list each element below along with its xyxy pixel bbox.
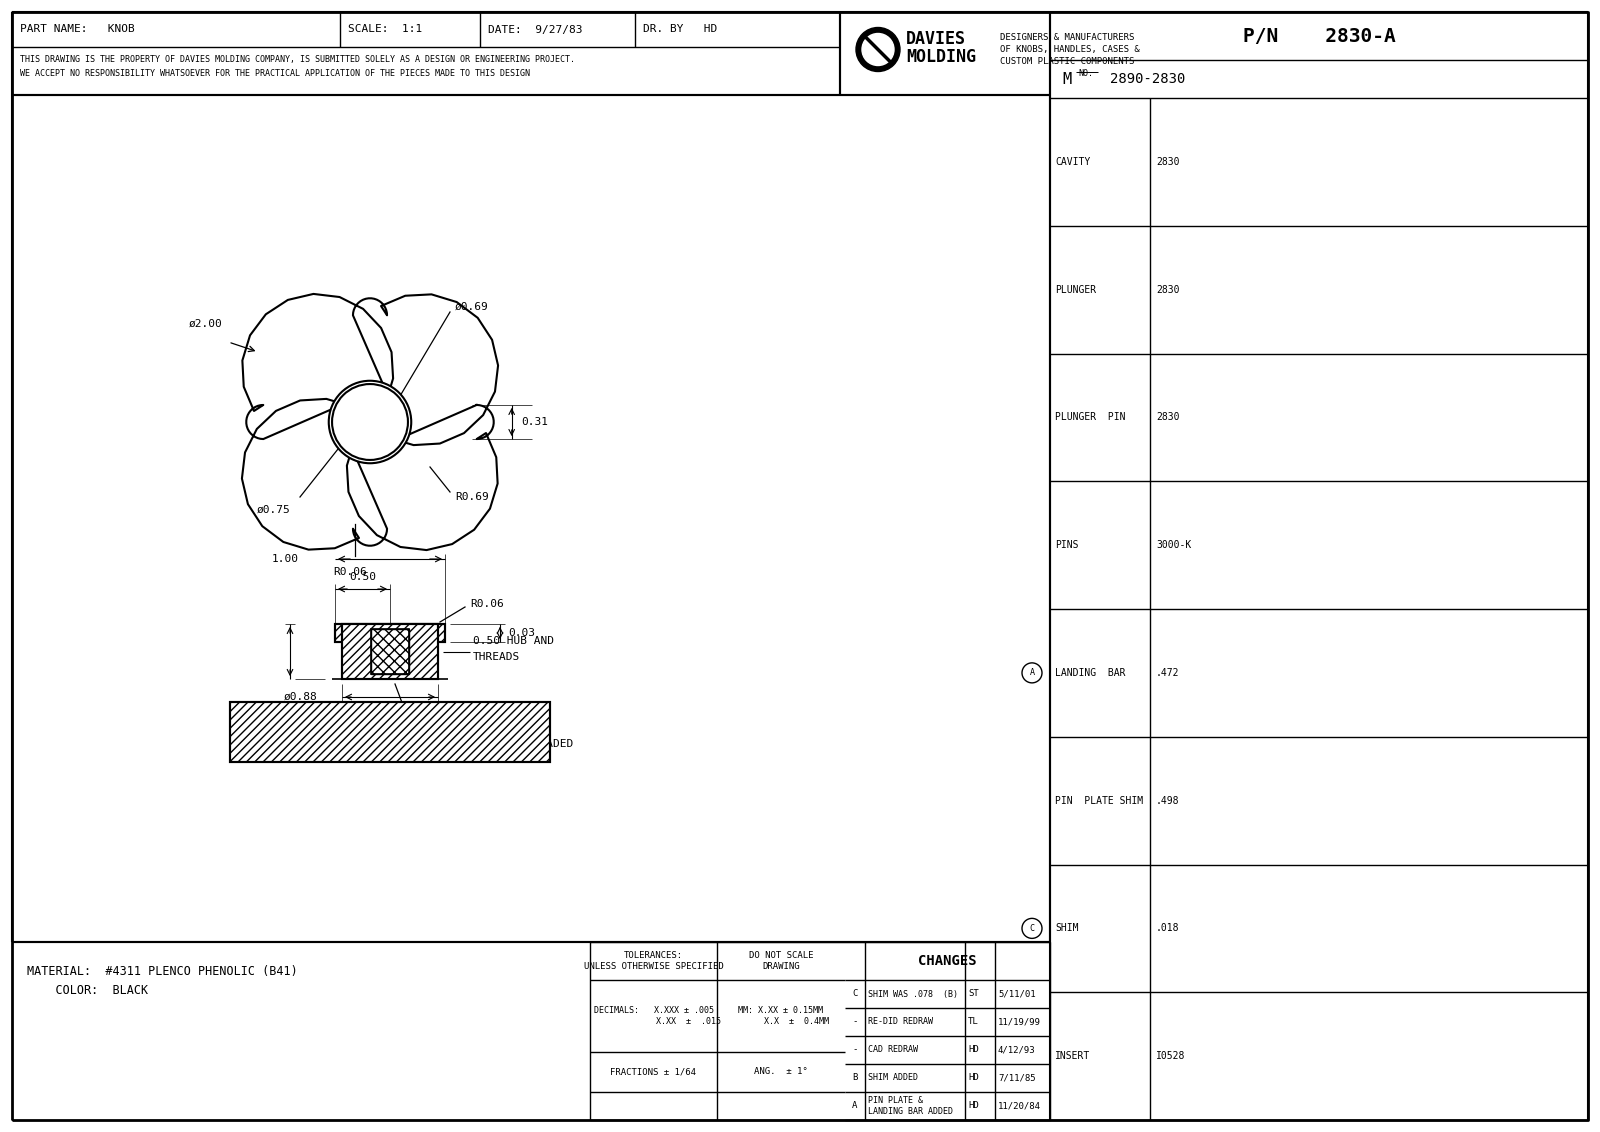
Text: 2830: 2830 bbox=[1155, 284, 1179, 294]
Text: C: C bbox=[1029, 924, 1035, 933]
Text: 0.31: 0.31 bbox=[522, 417, 549, 427]
Text: CUSTOM PLASTIC COMPONENTS: CUSTOM PLASTIC COMPONENTS bbox=[1000, 57, 1134, 66]
Text: 11/19/99: 11/19/99 bbox=[998, 1018, 1042, 1027]
Text: DR. BY   HD: DR. BY HD bbox=[643, 25, 717, 34]
Text: PIN  PLATE SHIM: PIN PLATE SHIM bbox=[1054, 796, 1142, 806]
Text: FRACTIONS ± 1/64: FRACTIONS ± 1/64 bbox=[611, 1067, 696, 1077]
Text: 0.03: 0.03 bbox=[509, 628, 534, 638]
Text: ø2.00: ø2.00 bbox=[189, 319, 222, 329]
Bar bbox=[230, 702, 550, 762]
Text: ø0.69: ø0.69 bbox=[454, 302, 488, 312]
Text: I0528: I0528 bbox=[1155, 1052, 1186, 1061]
Text: RE-DID REDRAW: RE-DID REDRAW bbox=[867, 1018, 933, 1027]
Text: INSERT: INSERT bbox=[1054, 1052, 1090, 1061]
Polygon shape bbox=[242, 294, 498, 550]
Text: COLOR:  BLACK: COLOR: BLACK bbox=[27, 984, 149, 996]
Text: HD: HD bbox=[968, 1073, 979, 1082]
Text: -: - bbox=[853, 1018, 858, 1027]
Text: TOLERANCES:
UNLESS OTHERWISE SPECIFIED: TOLERANCES: UNLESS OTHERWISE SPECIFIED bbox=[584, 951, 723, 971]
Text: DO NOT SCALE
DRAWING: DO NOT SCALE DRAWING bbox=[749, 951, 813, 971]
Text: TL: TL bbox=[968, 1018, 979, 1027]
Text: B: B bbox=[853, 1073, 858, 1082]
Text: 0.50: 0.50 bbox=[349, 572, 376, 582]
Bar bbox=[371, 629, 410, 674]
Text: .472: .472 bbox=[1155, 668, 1179, 678]
Text: 1.00: 1.00 bbox=[272, 554, 299, 564]
Text: ST: ST bbox=[968, 989, 979, 998]
Text: R0.06: R0.06 bbox=[470, 599, 504, 609]
Bar bbox=[342, 624, 438, 679]
Text: 2890-2830: 2890-2830 bbox=[1110, 72, 1186, 86]
Text: PART NAME:   KNOB: PART NAME: KNOB bbox=[19, 25, 134, 34]
Text: THIS DRAWING IS THE PROPERTY OF DAVIES MOLDING COMPANY, IS SUBMITTED SOLELY AS A: THIS DRAWING IS THE PROPERTY OF DAVIES M… bbox=[19, 55, 574, 65]
Text: .018: .018 bbox=[1155, 924, 1179, 934]
Bar bbox=[334, 624, 445, 642]
Text: MATERIAL:  #4311 PLENCO PHENOLIC (B41): MATERIAL: #4311 PLENCO PHENOLIC (B41) bbox=[27, 966, 298, 978]
Text: MM: X.XX ± 0.15MM
      X.X  ±  0.4MM: MM: X.XX ± 0.15MM X.X ± 0.4MM bbox=[733, 1006, 829, 1026]
Text: I0528, H.H. BRASS: I0528, H.H. BRASS bbox=[418, 754, 533, 764]
Text: HD: HD bbox=[968, 1101, 979, 1110]
Text: 2830: 2830 bbox=[1155, 412, 1179, 422]
Circle shape bbox=[328, 380, 411, 463]
Text: HD: HD bbox=[968, 1046, 979, 1055]
Text: PLUNGER  PIN: PLUNGER PIN bbox=[1054, 412, 1125, 422]
Text: 2830: 2830 bbox=[1155, 157, 1179, 166]
Text: .498: .498 bbox=[1155, 796, 1179, 806]
Text: DESIGNERS & MANUFACTURERS: DESIGNERS & MANUFACTURERS bbox=[1000, 33, 1134, 42]
Bar bbox=[342, 624, 438, 679]
Text: M: M bbox=[1062, 71, 1070, 86]
Bar bbox=[371, 629, 410, 674]
Text: CHANGES: CHANGES bbox=[918, 954, 978, 968]
Bar bbox=[230, 702, 550, 762]
Text: CAVITY: CAVITY bbox=[1054, 157, 1090, 166]
Text: CAD REDRAW: CAD REDRAW bbox=[867, 1046, 918, 1055]
Text: 0.50 HUB AND: 0.50 HUB AND bbox=[474, 636, 554, 646]
Text: -: - bbox=[853, 1046, 858, 1055]
Text: SHIM: SHIM bbox=[1054, 924, 1078, 934]
Text: THREADS: THREADS bbox=[474, 652, 520, 661]
Text: 11/20/84: 11/20/84 bbox=[998, 1101, 1042, 1110]
Text: R0.69: R0.69 bbox=[454, 492, 488, 501]
Text: 5/11/01: 5/11/01 bbox=[998, 989, 1035, 998]
Text: ø0.75: ø0.75 bbox=[256, 505, 290, 515]
Circle shape bbox=[333, 384, 408, 460]
Text: NO.: NO. bbox=[1078, 69, 1093, 77]
Bar bbox=[342, 624, 438, 679]
Text: PINS: PINS bbox=[1054, 540, 1078, 550]
Bar bbox=[334, 624, 445, 642]
Text: MOLDING: MOLDING bbox=[906, 49, 976, 67]
Bar bbox=[371, 629, 410, 674]
Text: SHIM ADDED: SHIM ADDED bbox=[867, 1073, 918, 1082]
Text: PIN PLATE &
LANDING BAR ADDED: PIN PLATE & LANDING BAR ADDED bbox=[867, 1096, 954, 1116]
Text: 4/12/93: 4/12/93 bbox=[998, 1046, 1035, 1055]
Text: PLUNGER: PLUNGER bbox=[1054, 284, 1096, 294]
Text: LANDING  BAR: LANDING BAR bbox=[1054, 668, 1125, 678]
Text: A: A bbox=[853, 1101, 858, 1110]
Text: A: A bbox=[1029, 668, 1035, 677]
Text: P/N    2830-A: P/N 2830-A bbox=[1243, 26, 1395, 45]
Text: DAVIES: DAVIES bbox=[906, 31, 966, 49]
Circle shape bbox=[856, 27, 899, 71]
Text: ø0.88: ø0.88 bbox=[285, 692, 318, 702]
Text: C: C bbox=[853, 989, 858, 998]
Text: SHIM WAS .078  (B): SHIM WAS .078 (B) bbox=[867, 989, 958, 998]
Bar bbox=[334, 624, 445, 642]
Text: SCALE:  1:1: SCALE: 1:1 bbox=[349, 25, 422, 34]
Text: 5/16-18 UNC-2B THREADED: 5/16-18 UNC-2B THREADED bbox=[418, 739, 573, 749]
Text: WE ACCEPT NO RESPONSIBILITY WHATSOEVER FOR THE PRACTICAL APPLICATION OF THE PIEC: WE ACCEPT NO RESPONSIBILITY WHATSOEVER F… bbox=[19, 69, 530, 78]
Text: R0.06: R0.06 bbox=[333, 567, 366, 576]
Text: DATE:  9/27/83: DATE: 9/27/83 bbox=[488, 25, 582, 34]
Circle shape bbox=[862, 34, 894, 66]
Text: OF KNOBS, HANDLES, CASES &: OF KNOBS, HANDLES, CASES & bbox=[1000, 45, 1139, 54]
Text: 7/11/85: 7/11/85 bbox=[998, 1073, 1035, 1082]
Text: DECIMALS:   X.XXX ± .005
              X.XX  ±  .015: DECIMALS: X.XXX ± .005 X.XX ± .015 bbox=[586, 1006, 722, 1026]
Text: 3000-K: 3000-K bbox=[1155, 540, 1192, 550]
Text: ANG.  ± 1°: ANG. ± 1° bbox=[754, 1067, 808, 1077]
